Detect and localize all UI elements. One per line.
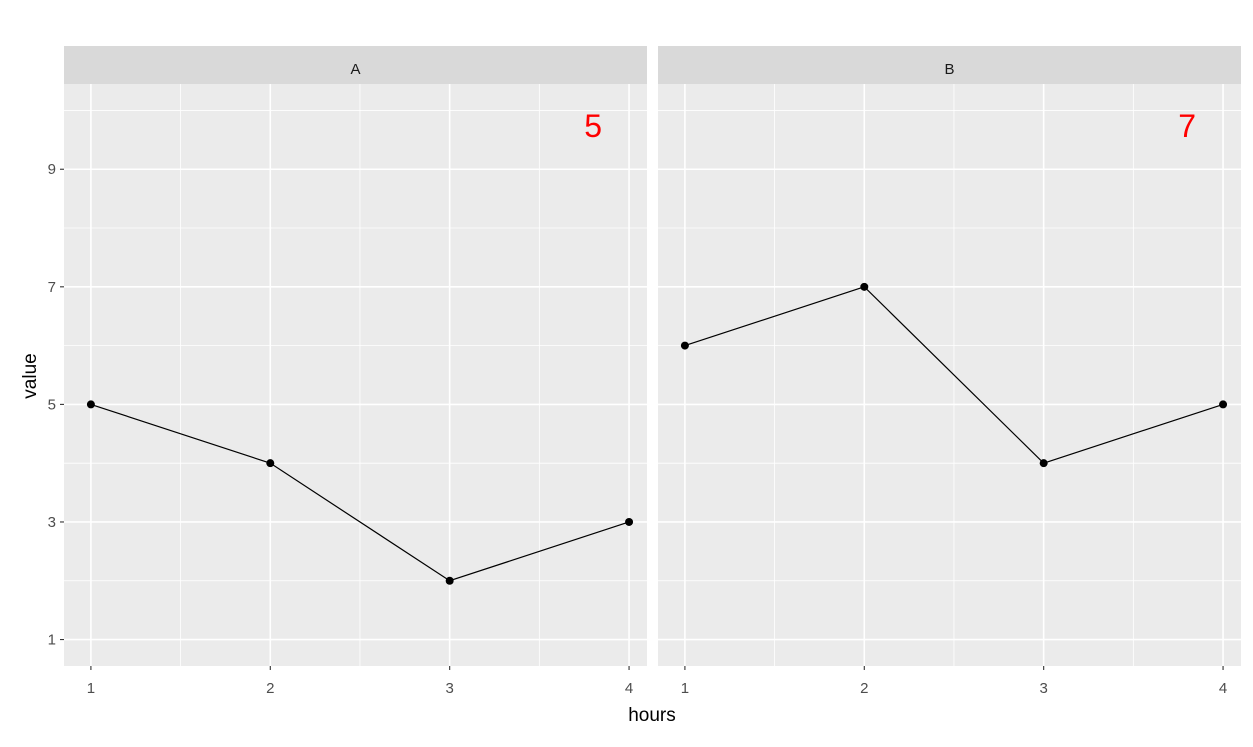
x-tick-label: 1 xyxy=(681,680,689,697)
facet-strip xyxy=(658,46,1241,84)
y-axis: 1 3 5 7 9 xyxy=(48,161,64,649)
facet-strip-label: B xyxy=(944,61,954,78)
y-axis-title: value xyxy=(20,353,41,398)
data-point xyxy=(86,400,95,409)
data-point xyxy=(1219,400,1228,409)
x-tick-label: 3 xyxy=(1040,680,1048,697)
x-tick-label: 2 xyxy=(266,680,274,697)
data-point xyxy=(266,459,275,468)
panel-background xyxy=(658,84,1241,666)
data-point xyxy=(680,341,689,350)
panel-annotation: 7 xyxy=(1178,108,1196,144)
y-tick-label: 5 xyxy=(48,396,56,413)
y-tick-label: 3 xyxy=(48,514,56,531)
series-line xyxy=(684,286,1224,464)
data-point xyxy=(1039,459,1048,468)
x-tick-label: 4 xyxy=(1219,680,1227,697)
x-tick-label: 4 xyxy=(625,680,633,697)
panel-background xyxy=(64,84,647,666)
facet-strip xyxy=(64,46,647,84)
data-point xyxy=(625,517,634,526)
facet-panel-a: A 1 2 3 4 5 xyxy=(64,46,647,697)
x-axis-title: hours xyxy=(628,705,676,726)
facet-panels: A 1 2 3 4 5 B 1 2 3 4 7 xyxy=(64,46,1241,697)
facet-strip-label: A xyxy=(350,61,360,78)
panel-annotation: 5 xyxy=(584,108,602,144)
data-point xyxy=(445,576,454,585)
facet-panel-b: B 1 2 3 4 7 xyxy=(658,46,1241,697)
data-point xyxy=(860,282,869,291)
series-line xyxy=(90,403,630,582)
x-tick-label: 1 xyxy=(87,680,95,697)
x-tick-label: 2 xyxy=(860,680,868,697)
y-tick-label: 9 xyxy=(48,161,56,178)
x-tick-label: 3 xyxy=(446,680,454,697)
y-tick-label: 1 xyxy=(48,632,56,649)
y-tick-label: 7 xyxy=(48,279,56,296)
